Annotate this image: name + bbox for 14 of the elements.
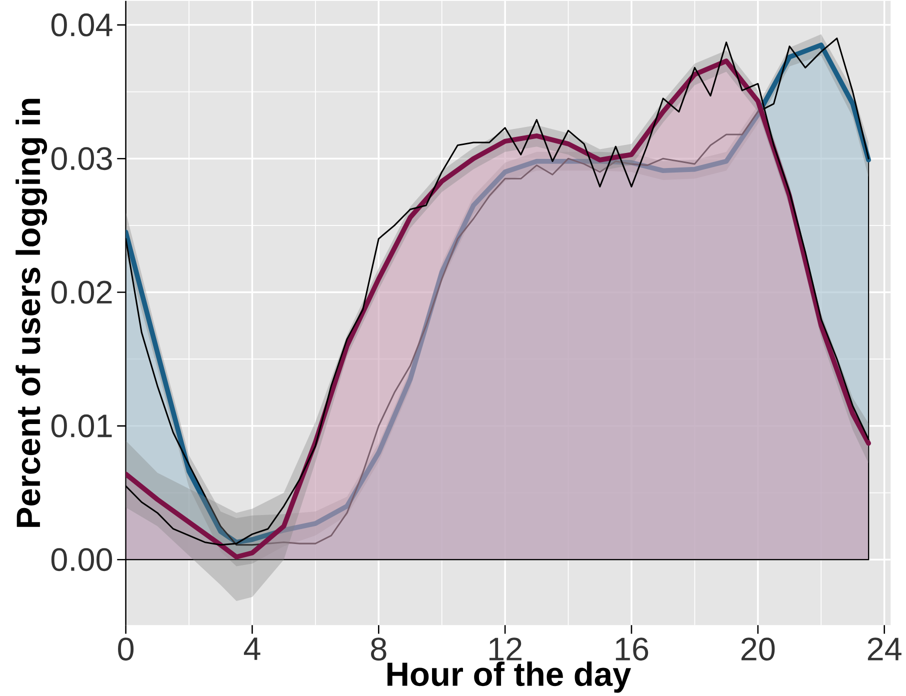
x-axis-title: Hour of the day bbox=[387, 661, 632, 693]
x-tick-label: 4 bbox=[244, 637, 260, 660]
x-tick-label: 24 bbox=[868, 637, 902, 660]
y-tick-label: 0.00 bbox=[51, 548, 112, 571]
y-tick-label: 0.03 bbox=[51, 146, 112, 170]
y-axis-title: Percent of users logging in bbox=[16, 98, 48, 527]
x-tick-label: 20 bbox=[741, 637, 775, 660]
x-tick-label: 16 bbox=[616, 637, 648, 660]
x-tick-label: 12 bbox=[489, 637, 522, 660]
y-tick-label: 0.02 bbox=[51, 280, 112, 304]
y-tick-label: 0.01 bbox=[51, 414, 112, 438]
y-tick-label: 0.04 bbox=[51, 13, 112, 36]
x-tick-label: 8 bbox=[371, 637, 386, 660]
x-tick-label: 0 bbox=[118, 637, 134, 660]
